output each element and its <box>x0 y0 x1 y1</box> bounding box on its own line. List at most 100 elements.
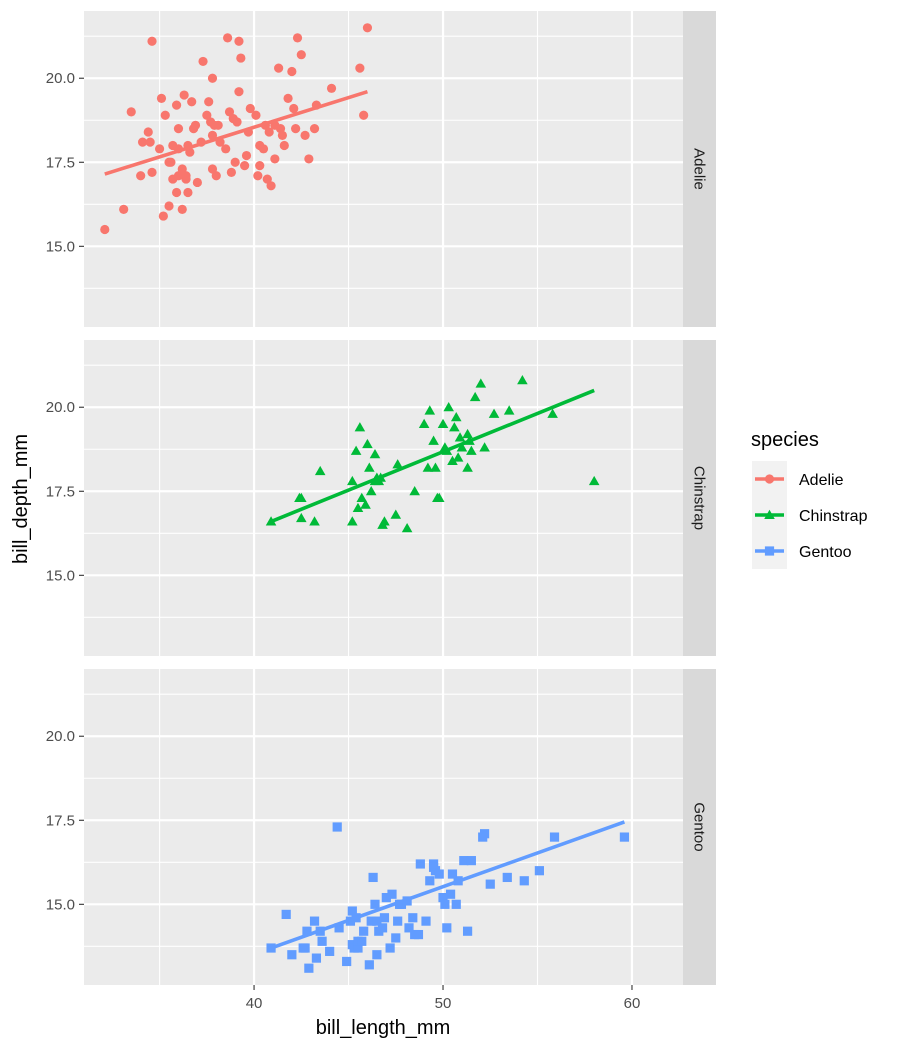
data-point <box>377 923 388 933</box>
legend-label: Gentoo <box>799 544 852 561</box>
strip-background <box>683 340 716 656</box>
data-point <box>408 913 418 923</box>
y-tick-label: 15.0 <box>46 567 75 584</box>
data-point <box>359 110 369 120</box>
data-point <box>181 171 191 181</box>
data-point <box>281 909 291 920</box>
data-point <box>204 97 214 107</box>
data-point <box>549 832 560 842</box>
data-point <box>221 144 231 154</box>
data-point <box>171 187 182 198</box>
data-point <box>479 829 490 839</box>
data-point <box>353 943 363 953</box>
data-point <box>359 926 369 936</box>
data-point <box>488 408 500 418</box>
data-point <box>190 120 201 130</box>
data-point <box>393 916 403 926</box>
data-point <box>202 110 212 120</box>
data-point <box>234 87 244 97</box>
data-point <box>390 509 402 519</box>
data-point <box>234 36 244 46</box>
data-point <box>379 913 390 923</box>
legend-symbol <box>764 474 775 484</box>
data-point <box>418 418 430 429</box>
y-axis-title: bill_depth_mm <box>10 434 32 564</box>
data-point <box>311 953 322 963</box>
panel-background <box>84 11 683 327</box>
legend-label: Chinstrap <box>799 508 868 525</box>
data-point <box>147 36 157 46</box>
data-point <box>381 892 391 903</box>
data-point <box>466 445 477 455</box>
data-point <box>213 120 223 130</box>
data-point <box>100 224 110 235</box>
data-point <box>274 63 284 73</box>
data-point <box>428 859 439 869</box>
fit-line <box>104 89 368 176</box>
y-tick-label: 20.0 <box>46 70 75 87</box>
strip-label: Chinstrap <box>691 466 708 530</box>
data-point <box>391 933 401 943</box>
data-point <box>447 869 458 879</box>
data-point <box>422 462 434 472</box>
legend-title: species <box>751 429 819 451</box>
data-point <box>187 97 197 107</box>
data-point <box>364 960 374 970</box>
fit-line <box>270 388 595 524</box>
data-point <box>443 401 454 412</box>
data-point <box>300 130 310 140</box>
data-point <box>223 33 233 43</box>
data-point <box>401 522 413 533</box>
fit-line <box>270 820 626 950</box>
data-point <box>192 177 202 188</box>
legend-symbol <box>764 546 775 556</box>
data-point <box>236 53 246 63</box>
data-point <box>251 110 261 120</box>
data-point <box>245 103 255 114</box>
panel-background <box>84 669 683 985</box>
data-point <box>347 475 358 486</box>
data-point <box>392 459 403 469</box>
y-tick-label: 20.0 <box>46 728 75 745</box>
x-tick-label: 60 <box>624 995 641 1012</box>
data-point <box>277 130 288 140</box>
data-point <box>270 154 280 164</box>
data-point <box>283 93 293 104</box>
data-point <box>147 167 157 177</box>
data-point <box>304 154 314 164</box>
x-axis-title: bill_length_mm <box>316 1017 451 1039</box>
data-point <box>368 872 378 883</box>
data-point <box>475 378 487 388</box>
data-point <box>445 889 456 899</box>
data-point <box>287 66 297 77</box>
data-point <box>296 50 306 60</box>
data-point <box>372 950 382 960</box>
data-point <box>177 204 187 214</box>
data-point <box>415 859 425 869</box>
data-point <box>425 876 435 886</box>
data-point <box>126 107 136 117</box>
data-point <box>198 56 208 67</box>
data-point <box>287 950 297 960</box>
data-point <box>462 926 473 936</box>
data-point <box>304 963 314 973</box>
strip-background <box>683 11 716 327</box>
x-tick-label: 40 <box>246 995 263 1012</box>
data-point <box>325 946 335 956</box>
data-point <box>547 408 558 418</box>
data-point <box>447 455 458 465</box>
data-point <box>442 923 452 933</box>
data-point <box>434 869 444 879</box>
data-point <box>154 144 165 154</box>
panels-layer: 15.017.520.0Adelie15.017.520.0Chinstrap1… <box>46 11 716 985</box>
data-point <box>226 167 236 177</box>
data-point <box>262 174 272 184</box>
data-point <box>451 899 461 909</box>
data-point <box>289 103 299 114</box>
data-point <box>385 943 395 953</box>
y-tick-label: 15.0 <box>46 896 75 913</box>
data-point <box>292 33 303 43</box>
data-point <box>449 422 460 432</box>
data-point <box>502 872 512 883</box>
y-tick-label: 17.5 <box>46 154 75 171</box>
